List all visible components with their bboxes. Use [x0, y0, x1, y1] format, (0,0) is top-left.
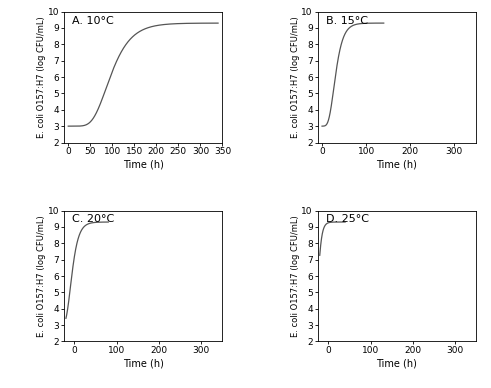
X-axis label: Time (h): Time (h)	[123, 358, 164, 368]
Y-axis label: E. coli O157:H7 (log CFU/mL): E. coli O157:H7 (log CFU/mL)	[37, 16, 46, 138]
Text: A. 10°C: A. 10°C	[72, 16, 113, 26]
Text: D. 25°C: D. 25°C	[326, 215, 369, 225]
Text: C. 20°C: C. 20°C	[72, 215, 114, 225]
Y-axis label: E. coli O157:H7 (log CFU/mL): E. coli O157:H7 (log CFU/mL)	[37, 215, 46, 337]
X-axis label: Time (h): Time (h)	[123, 159, 164, 169]
X-axis label: Time (h): Time (h)	[377, 159, 417, 169]
Y-axis label: E. coli O157:H7 (log CFU/mL): E. coli O157:H7 (log CFU/mL)	[291, 215, 300, 337]
Text: B. 15°C: B. 15°C	[326, 16, 368, 26]
Y-axis label: E. coli O157:H7 (log CFU/mL): E. coli O157:H7 (log CFU/mL)	[291, 16, 300, 138]
X-axis label: Time (h): Time (h)	[377, 358, 417, 368]
